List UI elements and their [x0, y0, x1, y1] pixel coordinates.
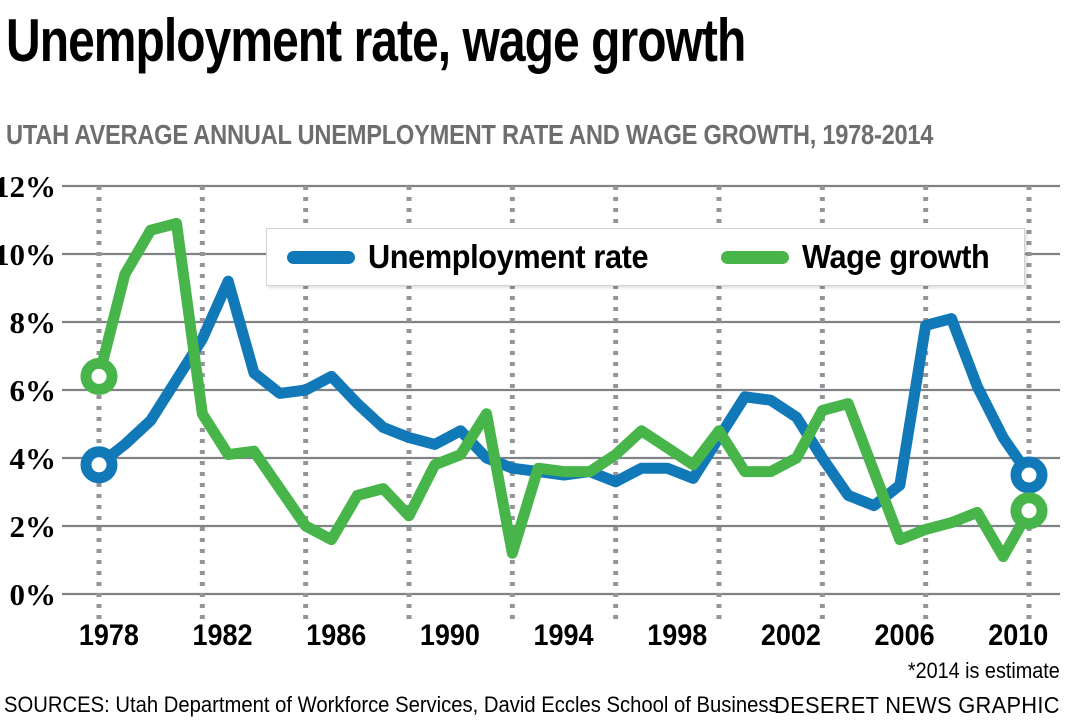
legend-swatch-unemployment-icon	[287, 250, 355, 264]
legend-item-wage-growth: Wage growth	[721, 238, 1004, 276]
y-tick-label: 0%	[10, 577, 57, 612]
x-tick-label: 1994	[534, 619, 594, 653]
y-axis-tick-labels: 0% 2% 4% 6% 8% 10% 12%	[0, 169, 56, 612]
y-tick-label: 10%	[0, 237, 56, 272]
page-title: Unemployment rate, wage growth	[6, 7, 746, 74]
x-tick-label: 1982	[193, 619, 253, 653]
sources-footnote: SOURCES: Utah Department of Workforce Se…	[4, 692, 779, 717]
estimate-footnote: *2014 is estimate	[908, 658, 1060, 683]
x-tick-label: 1978	[79, 619, 139, 653]
x-tick-label: 1990	[420, 619, 480, 653]
y-tick-label: 2%	[10, 509, 57, 544]
x-tick-label: 1998	[647, 619, 707, 653]
y-tick-label: 6%	[10, 373, 57, 408]
legend-label-wage-growth: Wage growth	[802, 238, 990, 275]
legend-label-unemployment: Unemployment rate	[368, 238, 649, 275]
y-tick-label: 4%	[10, 441, 57, 476]
y-tick-label: 8%	[10, 305, 57, 340]
x-axis-tick-labels: 1978198219861990199419982002200620102014…	[79, 619, 1048, 653]
endpoint-marker-wage-growth	[1010, 492, 1048, 530]
page-subtitle: UTAH AVERAGE ANNUAL UNEMPLOYMENT RATE AN…	[6, 119, 934, 150]
series-line-wage-growth	[93, 217, 1035, 563]
x-tick-label: 2006	[875, 619, 935, 653]
data-series-lines	[93, 217, 1035, 563]
endpoint-marker-wage-growth	[80, 357, 118, 395]
x-tick-label: 2002	[761, 619, 821, 653]
endpoint-marker-unemployment-rate	[80, 446, 118, 484]
legend-item-unemployment-rate: Unemployment rate	[287, 238, 669, 276]
endpoint-marker-unemployment-rate	[1010, 456, 1048, 494]
data-series-endpoint-markers	[80, 357, 1048, 530]
legend-swatch-wage-growth-icon	[721, 250, 790, 264]
x-tick-label: 2010	[988, 619, 1048, 653]
graphic-credit: DESERET NEWS GRAPHIC	[774, 692, 1060, 718]
y-tick-label: 12%	[0, 169, 56, 204]
chart-legend: Unemployment rate Wage growth	[266, 228, 1025, 286]
x-tick-label: 1986	[306, 619, 366, 653]
